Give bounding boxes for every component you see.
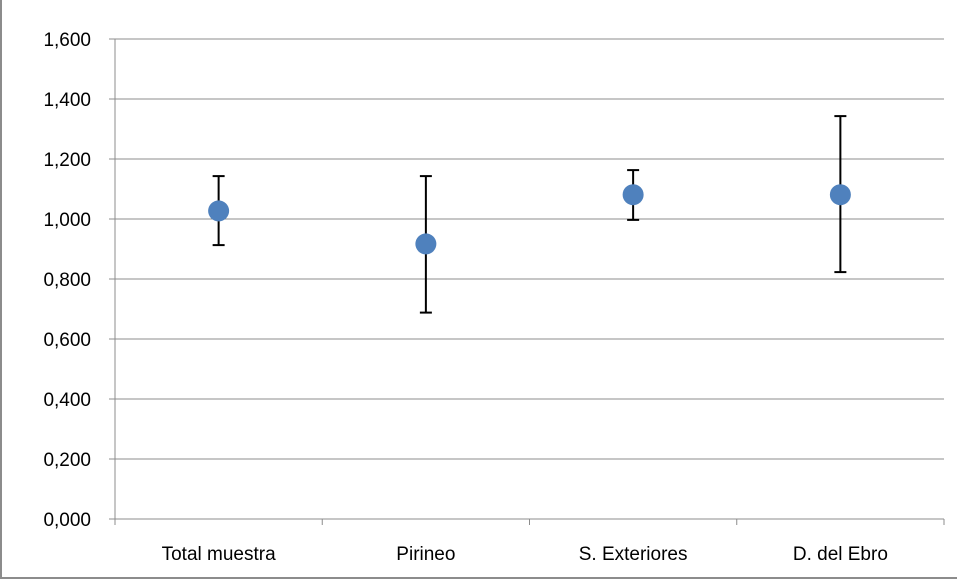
y-tick-label: 0,800 [43,270,91,291]
axes [109,38,945,525]
data-point [622,184,644,206]
y-tick-label: 1,000 [43,210,91,231]
x-tick-label: Total muestra [162,544,276,565]
y-tick-label: 0,200 [43,450,91,471]
x-tick-label: D. del Ebro [793,544,888,565]
y-tick-label: 1,400 [43,90,91,111]
y-tick-label: 1,200 [43,150,91,171]
data-point [415,233,437,255]
gridlines [115,38,944,460]
data-point [208,200,230,222]
y-tick-label: 1,600 [43,30,91,51]
x-tick-label: S. Exteriores [579,544,688,565]
y-tick-label: 0,600 [43,330,91,351]
x-tick-labels: Total muestra Pirineo S. Exteriores D. del … [162,544,888,565]
y-tick-labels: 0,000 0,200 0,400 0,600 0,800 1,000 1,200 1,400… [43,30,91,531]
data-point [829,184,851,206]
y-tick-label: 0,400 [43,390,91,411]
y-tick-label: 0,000 [43,510,91,531]
data-marks [208,115,851,314]
x-tick-label: Pirineo [396,544,455,565]
